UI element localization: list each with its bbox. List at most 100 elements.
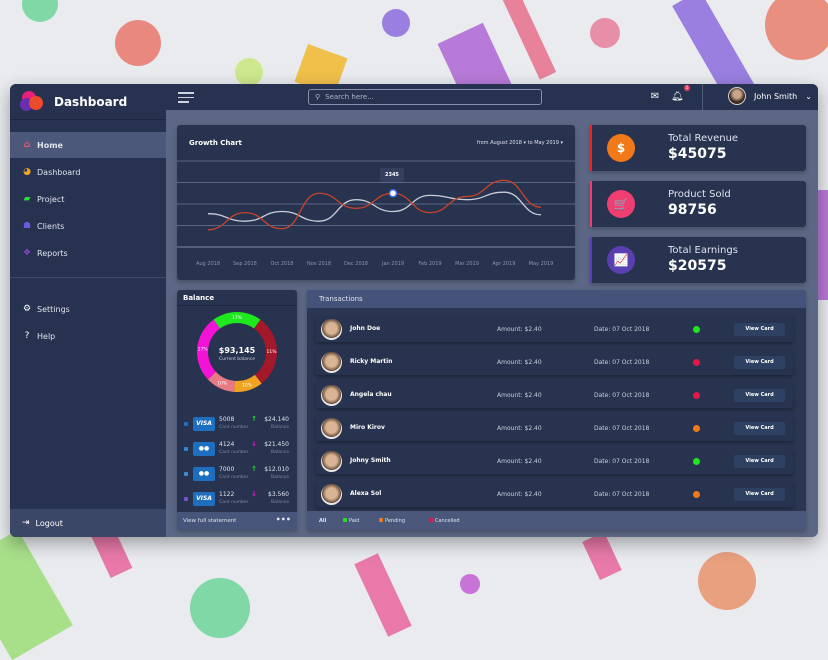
view-card-button[interactable]: View Card — [734, 323, 785, 336]
sidebar-item-clients[interactable]: ☗ Clients — [10, 213, 166, 239]
sidebar-item-dashboard[interactable]: ◕ Dashboard — [10, 159, 166, 185]
view-card-button[interactable]: View Card — [734, 488, 785, 501]
sidebar: Dashboard ⌂ Home ◕ Dashboard ▰ Project ☗… — [10, 84, 166, 537]
status-filters: All Paid Pending Cancelled — [307, 511, 806, 530]
to-select[interactable]: May 2019 — [534, 140, 559, 146]
card-number-label: Card number — [219, 425, 249, 430]
card-row[interactable]: ●● 4124 Card number ↓ $21.450 Balance — [177, 440, 297, 464]
balance-donut-chart: 17% 11% 10% 10% 17% — [197, 312, 277, 392]
stat-value: $45075 — [668, 146, 727, 162]
sidebar-item-help[interactable]: ? Help — [10, 323, 166, 349]
logo-icon — [20, 90, 46, 113]
logout-icon: ⇥ — [22, 518, 30, 528]
visa-icon: VISA — [193, 492, 215, 506]
donut-label: 10% — [242, 383, 253, 389]
stat-card: 📈 Total Earnings $20575 — [590, 237, 806, 283]
chevron-down-icon: ⌄ — [805, 91, 812, 101]
transactions-card: Transactions John Doe Amount: $2.40 Date… — [307, 290, 806, 530]
gauge-icon: ◕ — [23, 167, 31, 177]
sidebar-item-label: Project — [37, 194, 65, 204]
user-menu[interactable]: John Smith ⌄ — [728, 87, 812, 105]
to-label: to — [527, 140, 533, 146]
card-balance-label: Balance — [271, 475, 289, 480]
bg-shape — [382, 9, 410, 37]
from-select[interactable]: August 2018 — [490, 140, 522, 146]
donut-label: 17% — [232, 315, 243, 321]
date: Date: 07 Oct 2018 — [594, 458, 650, 465]
balance-title: Balance — [177, 290, 297, 306]
mail-icon[interactable]: ✉ — [650, 91, 660, 102]
top-bar: ⚲ Search here... ✉ 🔔︎ 1 John Smith ⌄ — [166, 84, 818, 110]
view-card-button[interactable]: View Card — [734, 455, 785, 468]
sidebar-item-project[interactable]: ▰ Project — [10, 186, 166, 212]
dollar-icon: $ — [607, 134, 635, 162]
bg-shape — [190, 578, 250, 638]
sidebar-item-settings[interactable]: ⚙ Settings — [10, 296, 166, 322]
visa-icon: VISA — [193, 417, 215, 431]
view-card-button[interactable]: View Card — [734, 389, 785, 402]
bg-shape — [501, 0, 557, 80]
logout-button[interactable]: ⇥ Logout — [10, 509, 166, 537]
view-card-button[interactable]: View Card — [734, 422, 785, 435]
card-balance: $24.140 — [264, 416, 289, 423]
status-dot — [693, 458, 700, 465]
sidebar-divider — [10, 277, 166, 278]
bell-icon[interactable]: 🔔︎ — [671, 91, 683, 102]
card-number-label: Card number — [219, 450, 249, 455]
view-statement-link[interactable]: View full statement ••• — [177, 512, 297, 530]
folder-icon: ▰ — [23, 194, 31, 204]
more-icon[interactable]: ••• — [275, 515, 291, 524]
table-row: Miro Kirov Amount: $2.40 Date: 07 Oct 20… — [316, 416, 793, 441]
card-row[interactable]: ●● 7000 Card number ↑ $12.010 Balance — [177, 465, 297, 489]
x-tick-label: May 2019 — [528, 261, 554, 267]
card-number-label: Card number — [219, 500, 249, 505]
balance-total: $93,145 — [218, 346, 256, 355]
customer-name: Ricky Martin — [350, 358, 393, 365]
card-number: 4124 — [219, 441, 235, 448]
avatar — [321, 484, 342, 505]
amount: Amount: $2.40 — [497, 491, 542, 498]
filter-all[interactable]: All — [319, 518, 327, 524]
card-row[interactable]: VISA 1122 Card number ↓ $3.560 Balance — [177, 490, 297, 514]
table-row: Ricky Martin Amount: $2.40 Date: 07 Oct … — [316, 350, 793, 375]
bg-shape — [582, 531, 622, 581]
table-row: Johny Smith Amount: $2.40 Date: 07 Oct 2… — [316, 449, 793, 474]
home-icon: ⌂ — [23, 140, 31, 150]
card-balance-label: Balance — [271, 450, 289, 455]
sidebar-item-reports[interactable]: ❖ Reports — [10, 240, 166, 266]
menu-icon[interactable] — [178, 92, 194, 106]
x-tick-label: Jan 2019 — [381, 261, 405, 267]
customer-name: Johny Smith — [350, 457, 391, 464]
avatar — [321, 451, 342, 472]
growth-chart-card: Growth Chart from August 2018 ▾ to May 2… — [177, 125, 575, 280]
filter-pending-label: Pending — [385, 518, 405, 524]
brand-title: Dashboard — [54, 94, 128, 109]
card-number-label: Card number — [219, 475, 249, 480]
customer-name: Alexa Sol — [350, 490, 382, 497]
sidebar-item-label: Settings — [37, 304, 70, 314]
x-tick-label: Mar 2019 — [455, 261, 479, 267]
filter-pending[interactable]: Pending — [379, 518, 405, 524]
avatar — [321, 418, 342, 439]
highlight-point[interactable] — [388, 189, 398, 198]
filter-paid-label: Paid — [349, 518, 360, 524]
x-tick-label: Sep 2018 — [233, 261, 257, 267]
table-row: Angela chau Amount: $2.40 Date: 07 Oct 2… — [316, 383, 793, 408]
card-row[interactable]: VISA 5008 Card number ↑ $24.140 Balance — [177, 415, 297, 439]
donut-label: 11% — [266, 349, 277, 355]
card-balance: $12.010 — [264, 466, 289, 473]
sidebar-item-label: Clients — [37, 221, 65, 231]
sidebar-item-home[interactable]: ⌂ Home — [10, 132, 166, 158]
filter-cancelled[interactable]: Cancelled — [429, 518, 460, 524]
filter-cancelled-label: Cancelled — [435, 518, 460, 524]
filter-paid[interactable]: Paid — [343, 518, 359, 524]
view-card-button[interactable]: View Card — [734, 356, 785, 369]
date: Date: 07 Oct 2018 — [594, 359, 650, 366]
card-balance-label: Balance — [271, 425, 289, 430]
donut-slice — [254, 319, 277, 384]
x-tick-label: Dec 2018 — [344, 261, 368, 267]
help-icon: ? — [24, 331, 30, 341]
customer-name: John Doe — [350, 325, 381, 332]
search-input[interactable]: ⚲ Search here... — [308, 89, 542, 105]
stat-value: $20575 — [668, 258, 727, 274]
